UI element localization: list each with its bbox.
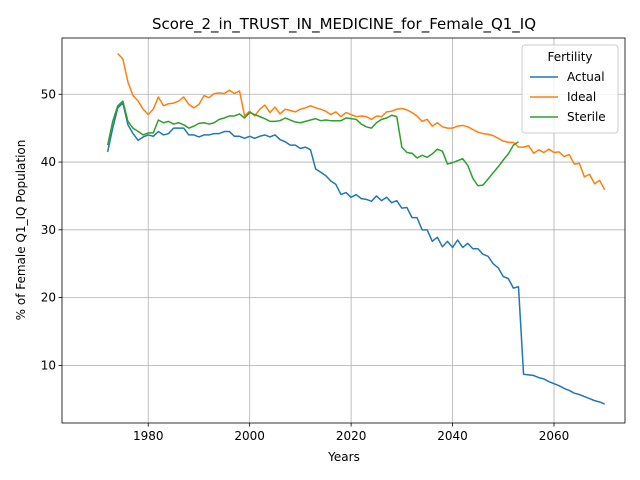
series-line-actual	[106, 102, 605, 405]
y-tick-label: 50	[41, 87, 56, 101]
legend-label-sterile: Sterile	[567, 110, 606, 124]
legend-box	[521, 44, 619, 134]
y-tick-label: 40	[41, 155, 56, 169]
y-tick-label: 20	[41, 291, 56, 305]
x-tick-label: 2040	[437, 429, 468, 443]
legend-label-ideal: Ideal	[567, 90, 596, 104]
plot-frame	[61, 37, 626, 424]
series-line-ideal	[117, 53, 606, 191]
x-tick-label: 2060	[539, 429, 570, 443]
y-tick-label: 30	[41, 223, 56, 237]
x-tick-label: 1980	[133, 429, 164, 443]
legend-title: Fertility	[547, 50, 592, 64]
legend: Fertility Actual Ideal Sterile	[521, 44, 619, 134]
axis-ticks: 1980 2000 2020 2040 2060 10 20 30 40 50	[41, 87, 570, 443]
x-tick-label: 2000	[234, 429, 265, 443]
series-line-sterile	[106, 100, 519, 187]
x-axis-label: Years	[327, 450, 360, 464]
y-axis-label: % of Female Q1_IQ Population	[14, 140, 28, 321]
x-tick-label: 2020	[336, 429, 367, 443]
y-tick-label: 10	[41, 358, 56, 372]
legend-label-actual: Actual	[567, 70, 605, 84]
series-layer	[106, 53, 606, 405]
chart-title: Score_2_in_TRUST_IN_MEDICINE_for_Female_…	[152, 15, 536, 34]
